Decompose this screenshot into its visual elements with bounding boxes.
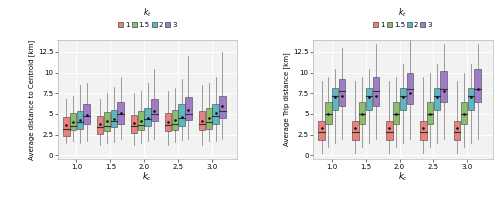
Bar	[144, 108, 151, 126]
Bar	[138, 111, 144, 130]
Bar	[393, 102, 400, 124]
Bar	[165, 113, 172, 131]
Bar	[454, 121, 460, 140]
Bar	[427, 102, 434, 124]
Bar	[332, 88, 338, 110]
Legend: 1, 1.5, 2, 3: 1, 1.5, 2, 3	[116, 5, 178, 30]
Bar	[474, 69, 481, 102]
Bar	[152, 99, 158, 121]
Bar	[359, 102, 366, 124]
Bar	[212, 104, 219, 124]
Bar	[110, 110, 117, 127]
Bar	[206, 108, 212, 129]
Bar	[318, 121, 325, 140]
Bar	[366, 88, 372, 110]
Bar	[97, 116, 103, 134]
Bar	[172, 110, 178, 130]
Bar	[420, 121, 426, 140]
Y-axis label: Average Trip distance [km]: Average Trip distance [km]	[284, 53, 290, 146]
Bar	[461, 102, 467, 124]
Bar	[338, 79, 345, 106]
Bar	[70, 113, 76, 130]
Bar	[84, 104, 90, 124]
Bar	[406, 73, 413, 104]
Bar	[468, 88, 474, 110]
Bar	[63, 117, 70, 136]
Bar	[185, 97, 192, 120]
Bar	[199, 111, 205, 130]
X-axis label: $k_c$: $k_c$	[142, 171, 152, 183]
Bar	[76, 111, 83, 129]
Bar	[440, 71, 447, 102]
Bar	[131, 115, 138, 133]
Bar	[104, 112, 110, 131]
Bar	[118, 102, 124, 124]
Bar	[325, 102, 332, 124]
Bar	[400, 88, 406, 110]
Bar	[219, 96, 226, 118]
Y-axis label: Average distance to Centroid [km]: Average distance to Centroid [km]	[28, 39, 35, 160]
X-axis label: $k_c$: $k_c$	[398, 171, 407, 183]
Legend: 1, 1.5, 2, 3: 1, 1.5, 2, 3	[372, 5, 434, 30]
Bar	[372, 77, 379, 106]
Bar	[434, 88, 440, 110]
Bar	[178, 104, 185, 126]
Bar	[386, 121, 392, 140]
Bar	[352, 121, 358, 140]
